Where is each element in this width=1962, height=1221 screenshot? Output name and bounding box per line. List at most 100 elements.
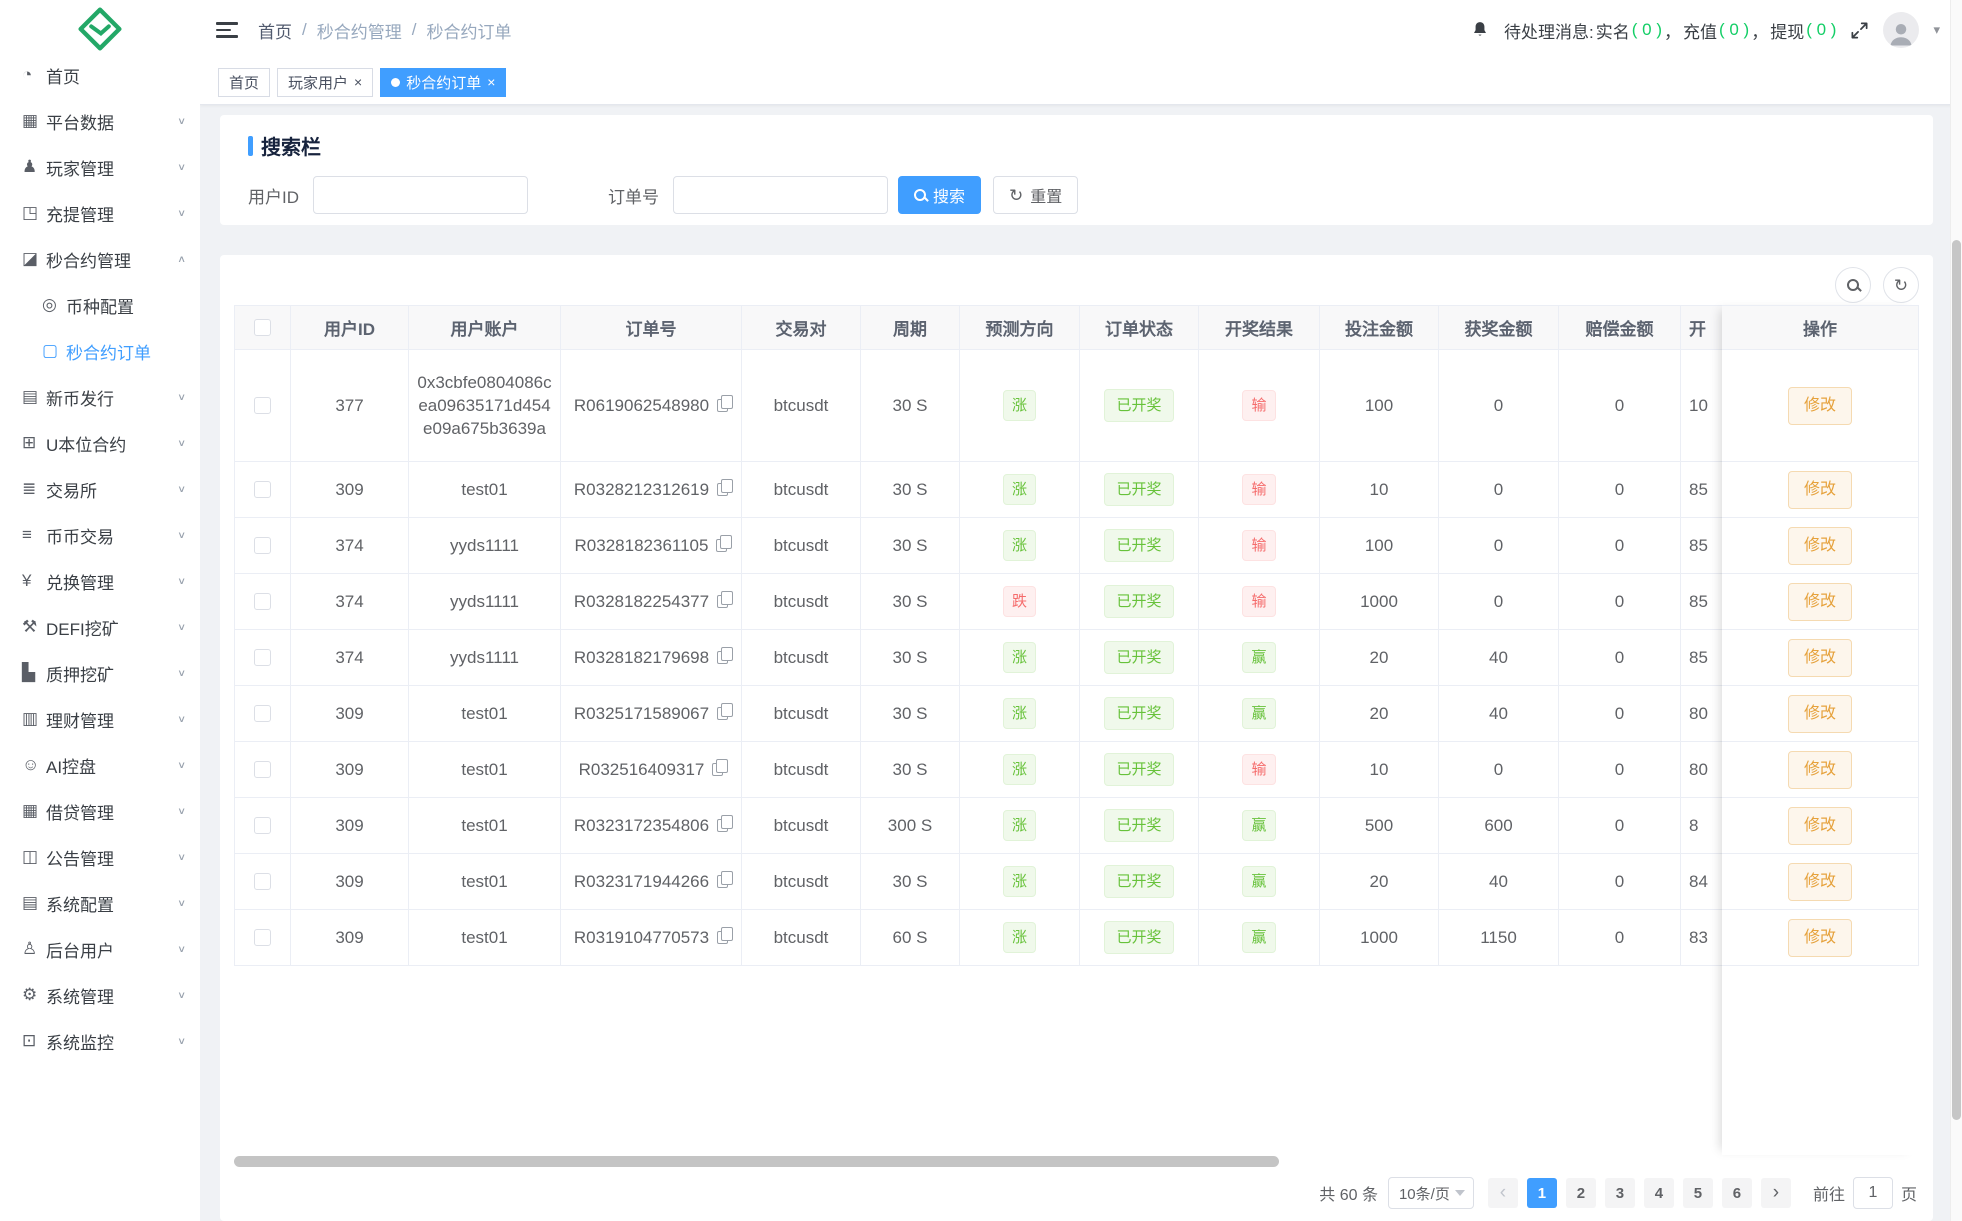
sidebar-item[interactable]: ☺ AI控盘 ∨ xyxy=(0,742,200,788)
view-tab[interactable]: 首页 xyxy=(218,67,271,97)
sidebar-item[interactable]: ▦ 平台数据 ∨ xyxy=(0,98,200,144)
row-checkbox[interactable] xyxy=(254,649,271,666)
row-checkbox[interactable] xyxy=(254,481,271,498)
search-button[interactable]: 搜索 xyxy=(898,176,982,214)
sidebar-item-icon: ◎ xyxy=(42,295,57,314)
page-number-button[interactable]: 3 xyxy=(1604,1178,1635,1208)
page-number-button[interactable]: 6 xyxy=(1721,1178,1752,1208)
sidebar-item[interactable]: ≣ 交易所 ∨ xyxy=(0,466,200,512)
notice-prefix: 待处理消息: xyxy=(1504,22,1594,42)
sidebar-item[interactable]: ▤ 新币发行 ∨ xyxy=(0,374,200,420)
breadcrumb-level1[interactable]: 秒合约管理 xyxy=(316,22,402,42)
open-price-clipped-cell: 85 xyxy=(1681,630,1722,686)
sidebar-item[interactable]: ◎ 币种配置 xyxy=(0,282,200,328)
edit-button[interactable]: 修改 xyxy=(1787,862,1852,901)
sidebar-item-label: U本位合约 xyxy=(46,435,127,455)
chevron-icon: ∨ xyxy=(177,207,186,219)
sidebar-item[interactable]: ⊞ U本位合约 ∨ xyxy=(0,420,200,466)
chevron-down-icon[interactable]: ▾ xyxy=(1933,22,1940,37)
sidebar-item-icon: ▙ xyxy=(22,663,36,682)
copy-icon[interactable] xyxy=(717,815,733,832)
sidebar-item[interactable]: ⚙ 系统管理 ∨ xyxy=(0,972,200,1018)
sidebar-item-label: 平台数据 xyxy=(46,113,114,133)
page-number-button[interactable]: 4 xyxy=(1643,1178,1674,1208)
sidebar-item[interactable]: ▢ 秒合约订单 xyxy=(0,328,200,374)
close-icon[interactable]: × xyxy=(487,74,496,90)
result-cell: 输 xyxy=(1199,350,1320,462)
edit-button[interactable]: 修改 xyxy=(1787,386,1852,425)
sidebar-item[interactable]: ♟ 玩家管理 ∨ xyxy=(0,144,200,190)
next-page-button[interactable]: › xyxy=(1760,1178,1791,1208)
copy-icon[interactable] xyxy=(717,479,733,496)
copy-icon[interactable] xyxy=(712,759,728,776)
sidebar-item-icon: ⊡ xyxy=(22,1031,37,1050)
edit-button[interactable]: 修改 xyxy=(1787,918,1852,957)
fullscreen-icon[interactable] xyxy=(1850,21,1869,40)
prev-page-button[interactable]: ‹ xyxy=(1487,1178,1518,1208)
edit-button[interactable]: 修改 xyxy=(1787,582,1852,621)
edit-button[interactable]: 修改 xyxy=(1787,750,1852,789)
edit-button[interactable]: 修改 xyxy=(1787,806,1852,845)
copy-icon[interactable] xyxy=(716,535,732,552)
bell-icon[interactable] xyxy=(1470,20,1490,40)
copy-icon[interactable] xyxy=(717,647,733,664)
copy-icon[interactable] xyxy=(717,927,733,944)
row-checkbox[interactable] xyxy=(254,817,271,834)
close-icon[interactable]: × xyxy=(354,74,363,90)
sidebar-item[interactable]: ▤ 系统配置 ∨ xyxy=(0,880,200,926)
action-cell: 修改 xyxy=(1722,462,1919,518)
copy-icon[interactable] xyxy=(717,703,733,720)
action-cell: 修改 xyxy=(1722,574,1919,630)
sidebar-item[interactable]: ◔ 首页 xyxy=(0,52,200,98)
edit-button[interactable]: 修改 xyxy=(1787,470,1852,509)
copy-icon[interactable] xyxy=(717,871,733,888)
chevron-icon: ∨ xyxy=(177,713,186,725)
status-cell: 已开奖 xyxy=(1080,462,1199,518)
reset-button[interactable]: ↻ 重置 xyxy=(993,176,1079,214)
sidebar-item[interactable]: ⊡ 系统监控 ∨ xyxy=(0,1018,200,1064)
row-checkbox[interactable] xyxy=(254,705,271,722)
row-checkbox[interactable] xyxy=(254,873,271,890)
sidebar-item[interactable]: ◫ 公告管理 ∨ xyxy=(0,834,200,880)
sidebar-item[interactable]: ≡ 币币交易 ∨ xyxy=(0,512,200,558)
sidebar-item[interactable]: ▦ 借贷管理 ∨ xyxy=(0,788,200,834)
goto-page-input[interactable] xyxy=(1852,1177,1893,1209)
sidebar-item[interactable]: ▙ 质押挖矿 ∨ xyxy=(0,650,200,696)
row-checkbox[interactable] xyxy=(254,929,271,946)
sidebar-item[interactable]: ⚒ DEFI挖矿 ∨ xyxy=(0,604,200,650)
table-search-button[interactable] xyxy=(1835,267,1871,303)
copy-icon[interactable] xyxy=(717,591,733,608)
status-cell: 已开奖 xyxy=(1080,686,1199,742)
sidebar-item[interactable]: ◪ 秒合约管理 ∧ xyxy=(0,236,200,282)
edit-button[interactable]: 修改 xyxy=(1787,694,1852,733)
bet-amount-cell: 500 xyxy=(1320,798,1439,854)
view-tab[interactable]: 玩家用户 × xyxy=(277,67,374,97)
user-id-input[interactable] xyxy=(313,176,528,214)
sidebar-item[interactable]: ◳ 充提管理 ∨ xyxy=(0,190,200,236)
horizontal-scrollbar-thumb[interactable] xyxy=(234,1156,1279,1167)
page-number-button[interactable]: 5 xyxy=(1682,1178,1713,1208)
edit-button[interactable]: 修改 xyxy=(1787,526,1852,565)
breadcrumb-home[interactable]: 首页 xyxy=(258,22,292,42)
copy-icon[interactable] xyxy=(717,395,733,412)
table-refresh-button[interactable]: ↻ xyxy=(1883,267,1919,303)
select-all-checkbox[interactable] xyxy=(254,319,271,336)
page-size-select[interactable]: 10条/页 xyxy=(1387,1177,1474,1209)
row-checkbox[interactable] xyxy=(254,397,271,414)
vertical-scrollbar-thumb[interactable] xyxy=(1952,240,1961,1120)
sidebar-item[interactable]: ♙ 后台用户 ∨ xyxy=(0,926,200,972)
row-checkbox[interactable] xyxy=(254,537,271,554)
page-number-button[interactable]: 2 xyxy=(1565,1178,1596,1208)
order-no-text: R0619062548980 xyxy=(573,395,710,415)
edit-button[interactable]: 修改 xyxy=(1787,638,1852,677)
avatar[interactable] xyxy=(1883,12,1920,48)
view-tab[interactable]: 秒合约订单 × xyxy=(380,67,507,97)
row-checkbox[interactable] xyxy=(254,761,271,778)
sidebar-item[interactable]: ▥ 理财管理 ∨ xyxy=(0,696,200,742)
collapse-sidebar-icon[interactable] xyxy=(216,22,238,38)
row-checkbox[interactable] xyxy=(254,593,271,610)
sidebar-item[interactable]: ¥ 兑换管理 ∨ xyxy=(0,558,200,604)
page-number-button[interactable]: 1 xyxy=(1526,1178,1557,1208)
col-action: 操作 xyxy=(1722,305,1919,350)
order-no-input[interactable] xyxy=(673,176,888,214)
